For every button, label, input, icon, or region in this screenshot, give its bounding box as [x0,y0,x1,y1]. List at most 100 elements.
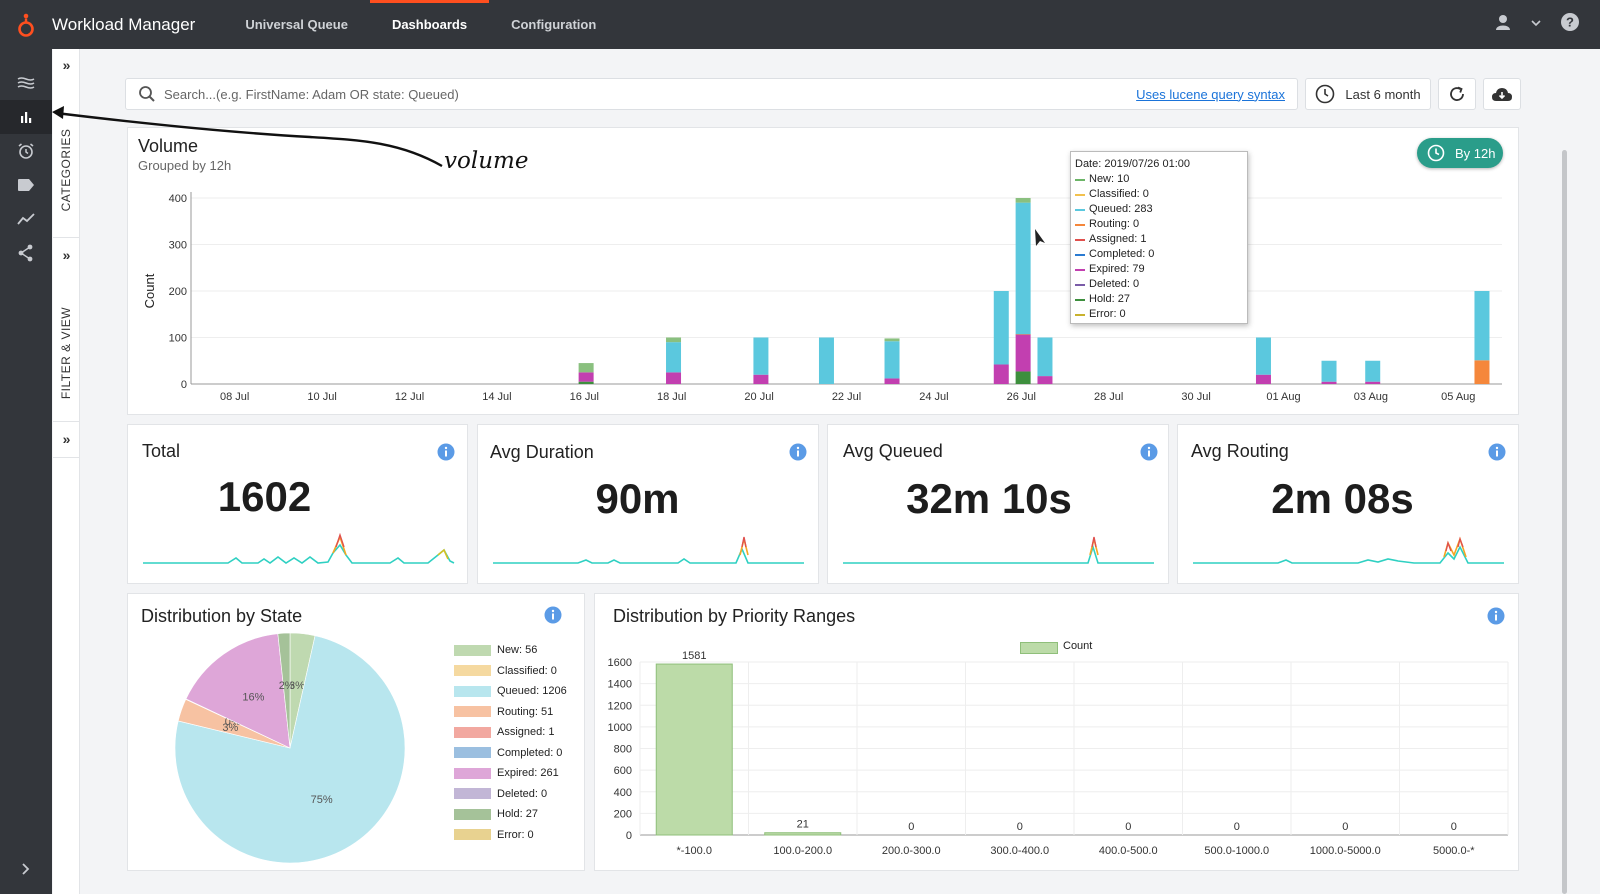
legend-label: Classified: 0 [497,664,557,677]
bar-chart-icon [21,112,32,123]
refresh-icon [1450,86,1464,101]
share-icon [18,244,33,262]
legend-item[interactable]: Completed: 0 [454,743,567,764]
cloud-download-icon [1492,88,1512,101]
rail-item-list[interactable] [0,66,52,100]
list-icon [17,77,35,89]
tooltip-label: Hold: 27 [1089,293,1130,305]
tooltip-label: Deleted: 0 [1089,278,1140,290]
legend-item[interactable]: Assigned: 1 [454,722,567,743]
rail-expand-button[interactable] [0,862,52,876]
kpi-card-avg-queued: Avg Queued 32m 10s [827,424,1169,584]
legend-swatch [454,726,491,738]
legend-swatch [1020,642,1058,654]
legend-label: Routing: 51 [497,705,554,718]
legend-item[interactable]: New: 56 [454,640,567,661]
rail-item-trends[interactable] [0,202,52,236]
legend-label: Error: 0 [497,828,534,841]
legend-swatch [454,808,491,820]
volume-title: Volume [138,136,199,156]
kpi-title: Avg Routing [1191,441,1289,461]
chevron-down-icon[interactable] [1530,16,1542,34]
tooltip-row: Expired: 79 [1075,262,1243,277]
legend-swatch [454,644,491,656]
kpi-card-avg-duration: Avg Duration 90m [477,424,819,584]
tooltip-swatch [1075,298,1085,301]
scrollbar[interactable] [1562,150,1567,894]
tab-universal-queue[interactable]: Universal Queue [245,17,348,32]
group-by-button[interactable]: By 12h [1417,138,1503,168]
help-icon[interactable]: ? [1560,12,1580,37]
info-icon[interactable] [1140,443,1158,461]
kpi-card-total: Total 1602 [127,424,468,584]
distribution-priority-card: Distribution by Priority Ranges Count [594,593,1519,871]
tooltip-swatch [1075,253,1085,256]
sparkline [493,536,804,564]
info-icon[interactable] [1488,443,1506,461]
tab-configuration[interactable]: Configuration [511,17,597,32]
rail-item-alarms[interactable] [0,134,52,168]
distribution-state-title: Distribution by State [141,606,303,626]
tooltip-row: Classified: 0 [1075,187,1243,202]
volume-card: Volume Grouped by 12h [127,127,1519,415]
alarm-clock-icon [18,143,34,159]
expand-categories-button[interactable]: » [62,57,71,73]
search-icon [138,85,156,103]
distribution-priority-title: Distribution by Priority Ranges [613,606,856,626]
time-range-button[interactable]: Last 6 month [1305,78,1431,110]
kpi-title: Avg Duration [490,442,594,462]
legend-label: Hold: 27 [497,808,538,821]
expand-panel-button[interactable]: » [62,431,71,447]
expand-filter-button[interactable]: » [62,247,71,263]
download-button[interactable] [1483,78,1521,110]
legend-swatch [454,706,491,718]
divider [53,237,80,238]
tooltip-label: Error: 0 [1089,308,1126,320]
search-input[interactable] [164,80,1137,108]
legend-item[interactable]: Routing: 51 [454,702,567,723]
chevron-right-icon [22,863,30,875]
info-icon[interactable] [437,443,455,461]
divider [53,457,80,458]
legend-item[interactable]: Expired: 261 [454,763,567,784]
rail-item-tags[interactable] [0,168,52,202]
time-range-label: Last 6 month [1345,86,1421,102]
legend-swatch [454,788,491,800]
kpi-title: Total [142,441,181,461]
legend-swatch [454,747,491,759]
rail-item-dashboard[interactable] [0,100,52,134]
legend-item[interactable]: Deleted: 0 [454,784,567,805]
tooltip-row: Completed: 0 [1075,247,1243,262]
sparkline [143,533,455,564]
info-icon[interactable] [789,443,807,461]
kpi-value: 32m 10s [906,475,1072,522]
info-icon[interactable] [544,606,562,624]
rail-item-share[interactable] [0,236,52,270]
tooltip-swatch [1075,313,1085,316]
legend-label: Count [1063,640,1093,652]
tooltip-swatch [1075,208,1085,211]
tooltip-label: New: 10 [1089,173,1130,185]
tooltip-row: Deleted: 0 [1075,277,1243,292]
tab-dashboards[interactable]: Dashboards [369,0,490,49]
tooltip-label: Queued: 283 [1089,203,1153,215]
tooltip-label: Completed: 0 [1089,248,1155,260]
refresh-button[interactable] [1438,78,1476,110]
info-icon[interactable] [1487,607,1505,625]
clock-icon [1316,84,1335,104]
annotation-label: volume [444,148,529,174]
kpi-title: Avg Queued [843,441,943,461]
lucene-syntax-link[interactable]: Uses lucene query syntax [1136,86,1285,102]
filter-view-label[interactable]: FILTER & VIEW [59,306,73,400]
trend-line-icon [17,213,35,225]
categories-label[interactable]: CATEGORIES [59,128,73,212]
legend-item[interactable]: Classified: 0 [454,661,567,682]
legend-swatch [454,685,491,697]
tooltip-row: New: 10 [1075,172,1243,187]
user-avatar-icon[interactable] [1494,13,1512,36]
sparkline [1193,536,1504,564]
legend-item[interactable]: Error: 0 [454,825,567,846]
legend-item[interactable]: Hold: 27 [454,804,567,825]
legend-item[interactable]: Queued: 1206 [454,681,567,702]
legend-swatch [454,767,491,779]
